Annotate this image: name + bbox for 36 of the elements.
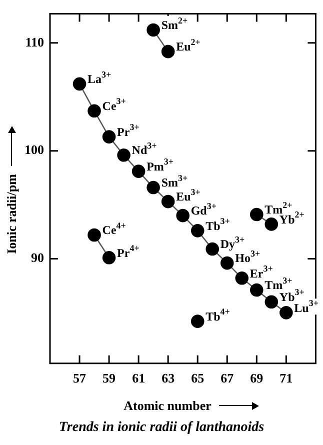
x-tick-label: 61 [132, 370, 146, 386]
point [190, 314, 204, 328]
point [161, 194, 175, 208]
point [88, 228, 101, 242]
y-tick-label: 110 [25, 34, 44, 50]
x-tick-label: 59 [102, 370, 116, 386]
y-axis-title: Ionic radii/pm [4, 174, 20, 254]
point [280, 306, 293, 320]
point [264, 218, 278, 231]
point [72, 77, 86, 91]
x-tick-label: 71 [280, 370, 293, 386]
x-tick-label: 67 [220, 370, 234, 386]
point [250, 208, 264, 222]
y-tick-label: 90 [31, 250, 44, 266]
point [88, 104, 101, 118]
point [117, 148, 130, 162]
point [132, 164, 146, 178]
point [250, 283, 264, 297]
point [176, 208, 190, 222]
point [190, 224, 204, 238]
y-tick-label: 100 [24, 142, 44, 158]
point [102, 130, 116, 144]
x-tick-label: 63 [162, 370, 176, 386]
text: Trends in ionic radii of lanthanoids [58, 420, 266, 436]
point [102, 251, 116, 264]
x-tick-label: 57 [73, 370, 87, 386]
x-tick-label: 65 [191, 370, 205, 386]
point [220, 256, 234, 270]
point [146, 180, 160, 194]
point [161, 44, 175, 58]
point [146, 23, 160, 37]
point [264, 295, 278, 309]
x-axis-title: Atomic number [124, 398, 212, 414]
x-tick-label: 69 [250, 370, 264, 386]
point [206, 242, 220, 256]
point [235, 272, 249, 285]
